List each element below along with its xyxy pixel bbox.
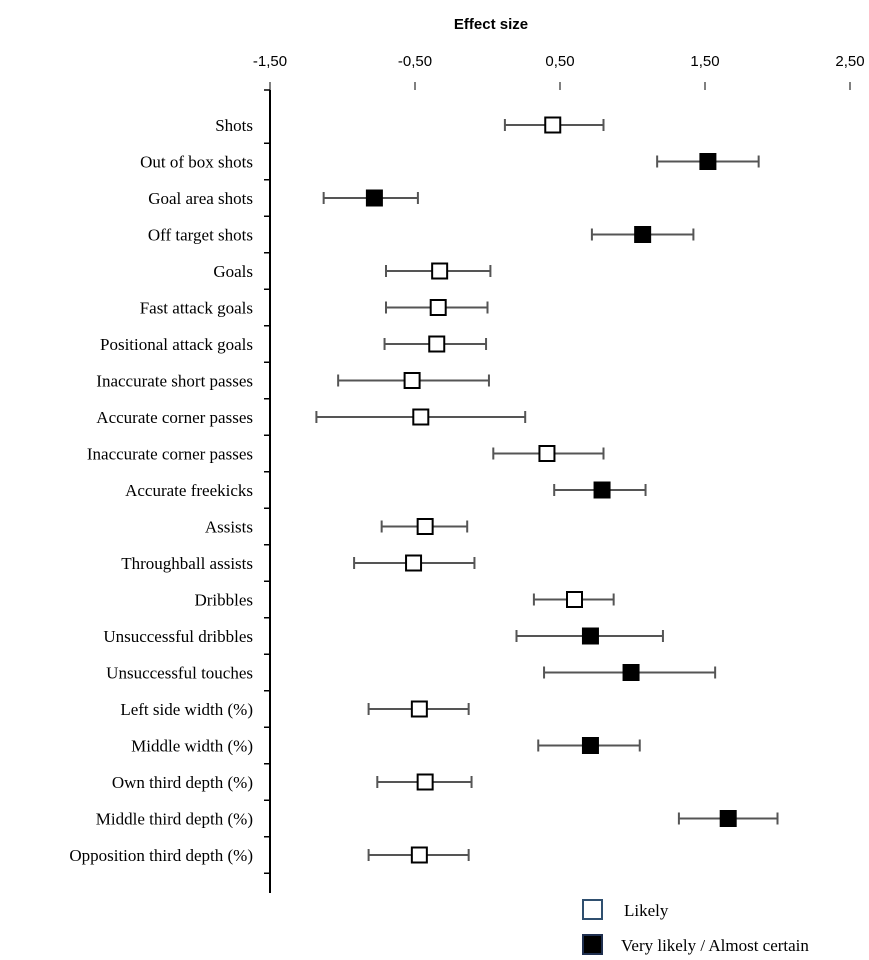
point-likely-marker [412, 408, 430, 426]
row-label: Left side width (%) [120, 700, 253, 719]
point-likely-marker [566, 591, 583, 608]
point-likely-marker [431, 262, 449, 280]
point-likely-marker [538, 445, 556, 462]
x-tick-label: -0,50 [398, 53, 432, 70]
point-very-likely-marker [622, 664, 640, 681]
point-very-likely-marker [581, 737, 599, 754]
point-likely-marker [429, 299, 447, 316]
row-label: Inaccurate short passes [96, 372, 253, 391]
row-label: Unsuccessful touches [106, 664, 253, 683]
row-label: Own third depth (%) [112, 773, 253, 792]
row-label: Positional attack goals [100, 335, 253, 354]
point-likely-marker [544, 116, 562, 134]
row-label: Middle third depth (%) [96, 810, 253, 829]
y-axis [264, 89, 271, 893]
row-label: Shots [215, 116, 253, 135]
row-label: Off target shots [148, 226, 253, 245]
point-very-likely-marker [593, 481, 611, 499]
point-very-likely-marker [699, 153, 717, 170]
point-likely-marker [416, 518, 434, 535]
x-tick-label: 2,50 [835, 53, 864, 70]
row-label: Goal area shots [148, 189, 253, 208]
point-likely-marker [405, 554, 423, 572]
point-very-likely-marker [719, 810, 737, 827]
point-likely-marker [410, 700, 428, 718]
point-very-likely-marker [581, 627, 599, 645]
legend-very-likely-marker [582, 934, 603, 955]
x-axis-title: Effect size [454, 16, 528, 33]
point-very-likely-marker [634, 226, 652, 243]
row-label: Inaccurate corner passes [87, 445, 253, 464]
x-tick-label: 1,50 [690, 53, 719, 70]
x-axis-ticks: -1,50 -0,50 0,50 1,50 2,50 [253, 53, 865, 90]
point-likely-marker [403, 372, 421, 389]
row-label: Middle width (%) [131, 737, 253, 756]
point-likely-marker [416, 773, 434, 791]
data-rows: Shots Out of box shots Goal area shots Off … [69, 116, 779, 865]
row-label: Throughball assists [121, 554, 253, 573]
legend-likely-label: Likely [624, 901, 669, 920]
point-likely-marker [410, 846, 428, 864]
x-tick-label: 0,50 [545, 53, 574, 70]
row-label: Out of box shots [140, 153, 253, 172]
row-label: Fast attack goals [140, 299, 253, 318]
row-label: Assists [205, 518, 253, 537]
row-label: Opposition third depth (%) [69, 846, 253, 865]
point-likely-marker [428, 335, 446, 353]
row-label: Accurate corner passes [96, 408, 253, 427]
legend-very-likely-label: Very likely / Almost certain [621, 936, 809, 955]
row-label: Dribbles [194, 591, 253, 610]
x-tick-label: -1,50 [253, 53, 287, 70]
row-label: Accurate freekicks [125, 481, 253, 500]
legend-likely-marker [582, 899, 603, 920]
legend: Likely Very likely / Almost certain [582, 899, 809, 955]
row-label: Unsuccessful dribbles [103, 627, 253, 646]
row-label: Goals [213, 262, 253, 281]
point-very-likely-marker [365, 189, 383, 207]
